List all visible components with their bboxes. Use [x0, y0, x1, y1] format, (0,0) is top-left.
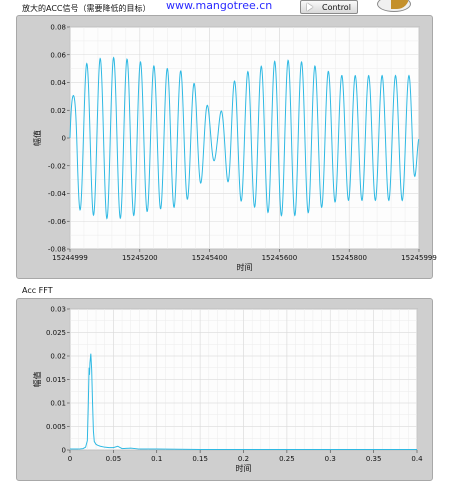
play-icon	[307, 3, 313, 11]
fft-x-tick-label: 0.3	[325, 455, 336, 463]
signal-y-tick-label: -0.04	[48, 190, 67, 198]
signal-y-tick-label: 0.06	[50, 51, 66, 59]
fft-x-tick-label: 0.15	[192, 455, 208, 463]
signal-x-tick-label: 15245400	[192, 254, 228, 262]
fft-series-line	[70, 353, 417, 451]
signal-y-tick-label: 0.04	[50, 79, 66, 87]
fft-x-tick-label: 0	[68, 455, 72, 463]
fft-y-tick-label: 0.02	[50, 353, 66, 361]
fft-chart-title: Acc FFT	[22, 286, 53, 295]
fft-x-tick-label: 0.35	[366, 455, 382, 463]
website-link[interactable]: www.mangotree.cn	[166, 0, 273, 12]
fft-y-tick-label: 0.025	[46, 329, 66, 337]
signal-x-tick-label: 15245999	[401, 254, 437, 262]
signal-series-line	[69, 56, 420, 220]
fft-y-tick-label: 0	[62, 447, 66, 455]
fft-y-tick-label: 0.005	[46, 423, 66, 431]
fft-y-tick-label: 0.015	[46, 376, 66, 384]
signal-y-tick-label: 0.08	[50, 24, 66, 32]
signal-x-tick-label: 15245200	[122, 254, 158, 262]
signal-label: 放大的ACC信号（需要降低的目标）	[22, 4, 151, 13]
fft-x-tick-label: 0.25	[279, 455, 295, 463]
signal-x-tick-label: 15245600	[262, 254, 298, 262]
signal-y-tick-label: 0	[62, 135, 66, 143]
signal-y-tick-label: -0.08	[48, 246, 66, 254]
knob-fill	[391, 0, 409, 9]
signal-y-axis-label: 幅值	[32, 130, 42, 146]
fft-y-tick-label: 0.01	[50, 400, 66, 408]
fft-x-tick-label: 0.1	[151, 455, 162, 463]
fft-y-axis-label: 幅值	[32, 372, 42, 388]
fft-x-axis-label: 时间	[236, 463, 252, 473]
fft-x-tick-label: 0.2	[238, 455, 249, 463]
signal-y-tick-label: -0.02	[48, 162, 66, 170]
fft-x-tick-label: 0.4	[411, 455, 423, 463]
signal-x-tick-label: 15244999	[52, 254, 88, 262]
signal-x-axis-label: 时间	[237, 262, 253, 272]
control-button-label: Control	[322, 2, 351, 12]
signal-y-tick-label: -0.06	[48, 218, 67, 226]
signal-x-tick-label: 15245800	[331, 254, 367, 262]
fft-x-tick-label: 0.05	[106, 455, 122, 463]
control-button[interactable]: Control	[300, 0, 358, 14]
signal-y-tick-label: 0.02	[50, 107, 66, 115]
fft-y-tick-label: 0.03	[50, 306, 66, 314]
